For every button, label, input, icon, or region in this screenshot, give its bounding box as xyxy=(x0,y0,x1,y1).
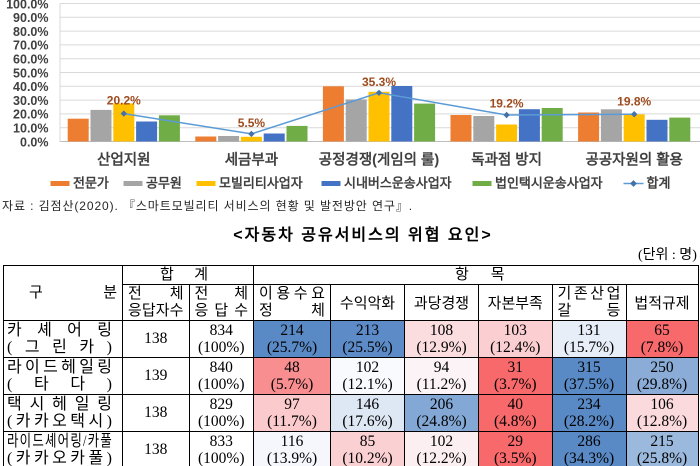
svg-text:19.2%: 19.2% xyxy=(490,97,524,111)
svg-text:공공자원의 활용: 공공자원의 활용 xyxy=(585,151,682,169)
svg-text:5.5%: 5.5% xyxy=(238,116,266,130)
svg-text:산업지원: 산업지원 xyxy=(97,152,150,169)
svg-text:100.0%: 100.0% xyxy=(6,0,48,11)
svg-text:20.2%: 20.2% xyxy=(107,94,141,108)
svg-text:전문가: 전문가 xyxy=(73,176,109,191)
svg-text:법인택시운송사업자: 법인택시운송사업자 xyxy=(495,176,603,191)
svg-text:공무원: 공무원 xyxy=(146,176,182,191)
svg-text:40.0%: 40.0% xyxy=(13,80,48,94)
svg-text:모빌리티사업자: 모빌리티사업자 xyxy=(219,176,303,191)
svg-text:90.0%: 90.0% xyxy=(13,11,48,25)
svg-text:70.0%: 70.0% xyxy=(13,39,48,53)
svg-text:60.0%: 60.0% xyxy=(13,53,48,67)
svg-text:세금부과: 세금부과 xyxy=(225,152,279,169)
svg-text:10.0%: 10.0% xyxy=(13,122,48,136)
svg-text:시내버스운송사업자: 시내버스운송사업자 xyxy=(344,176,452,191)
svg-text:50.0%: 50.0% xyxy=(13,66,48,80)
svg-text:공정경쟁(게임의 룰): 공정경쟁(게임의 룰) xyxy=(319,151,440,169)
svg-text:20.0%: 20.0% xyxy=(13,108,48,122)
svg-text:30.0%: 30.0% xyxy=(13,94,48,108)
svg-text:0.0%: 0.0% xyxy=(20,135,49,149)
svg-text:합계: 합계 xyxy=(647,176,671,191)
svg-text:80.0%: 80.0% xyxy=(13,25,48,39)
svg-text:독과점 방지: 독과점 방지 xyxy=(471,151,542,169)
svg-text:19.8%: 19.8% xyxy=(617,95,651,109)
svg-text:35.3%: 35.3% xyxy=(362,75,396,89)
